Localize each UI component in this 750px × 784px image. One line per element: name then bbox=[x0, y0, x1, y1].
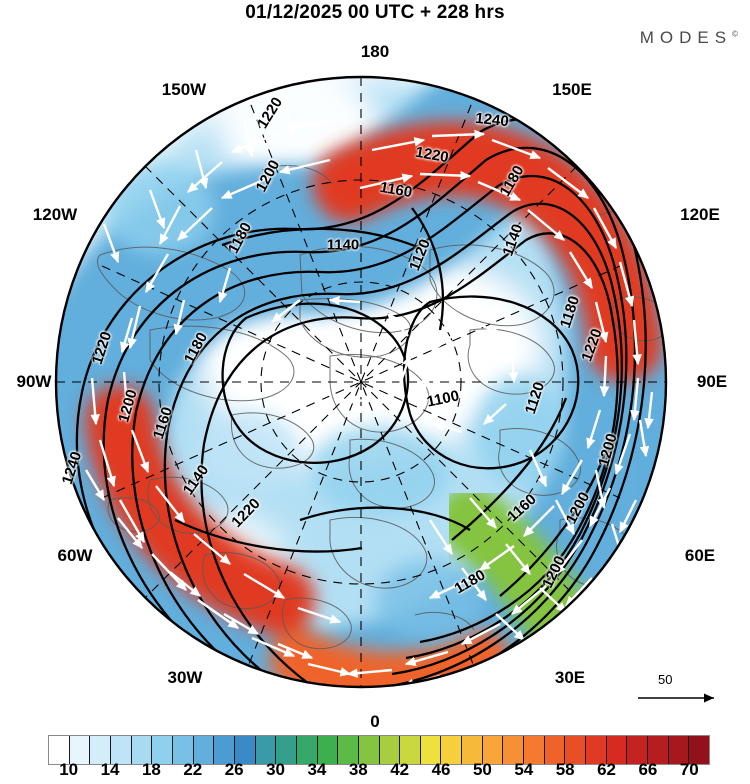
colorbar-cell bbox=[668, 736, 690, 764]
colorbar-tick: 54 bbox=[514, 760, 534, 779]
longitude-label: 150E bbox=[552, 80, 592, 99]
colorbar-tick: 26 bbox=[224, 760, 244, 779]
colorbar-cell bbox=[214, 736, 235, 764]
copyright-mark: © bbox=[732, 29, 738, 39]
longitude-label: 90W bbox=[16, 372, 52, 391]
colorbar-cell bbox=[462, 736, 483, 764]
longitude-label: 0 bbox=[370, 712, 380, 731]
colorbar-cell bbox=[565, 736, 587, 764]
colorbar-tick: 66 bbox=[638, 760, 658, 779]
longitude-label: 30E bbox=[554, 668, 586, 687]
colorbar-tick: 14 bbox=[100, 760, 120, 779]
wind-vectors bbox=[84, 99, 666, 687]
colorbar-tick: 46 bbox=[431, 760, 451, 779]
colorbar-tick: 62 bbox=[597, 760, 617, 779]
page-title: 01/12/2025 00 UTC + 228 hrs bbox=[245, 2, 505, 23]
colorbar-cell bbox=[69, 736, 91, 764]
colorbar-cell bbox=[627, 736, 649, 764]
colorbar-cell bbox=[172, 736, 194, 764]
contour-label: 1240 bbox=[474, 109, 510, 131]
globe-outline bbox=[54, 75, 668, 689]
colorbar-tick: 22 bbox=[183, 760, 203, 779]
vector-scale-arrow bbox=[638, 693, 714, 703]
longitude-label: 60W bbox=[57, 546, 93, 565]
colorbar-cell bbox=[338, 736, 359, 764]
colorbar-cell bbox=[503, 736, 525, 764]
modes-logo: MODES© bbox=[640, 28, 738, 48]
colorbar-tick: 30 bbox=[266, 760, 286, 779]
colorbar-cell bbox=[90, 736, 111, 764]
colorbar-cell bbox=[441, 736, 463, 764]
colorbar-cell bbox=[544, 736, 566, 764]
colorbar-cell bbox=[49, 736, 70, 764]
colorbar-tick: 50 bbox=[472, 760, 492, 779]
colorbar-cell bbox=[524, 736, 545, 764]
colorbar-cell bbox=[648, 736, 669, 764]
colorbar-cell bbox=[193, 736, 215, 764]
colorbar bbox=[48, 735, 710, 765]
colorbar-cell bbox=[379, 736, 401, 764]
colorbar-cell bbox=[152, 736, 173, 764]
colorbar-cell bbox=[482, 736, 504, 764]
colorbar-cell bbox=[296, 736, 318, 764]
colorbar-tick: 42 bbox=[390, 760, 410, 779]
colorbar-tick: 18 bbox=[141, 760, 161, 779]
longitude-label: 60E bbox=[684, 546, 716, 565]
colorbar-tick: 38 bbox=[348, 760, 368, 779]
colorbar-cell bbox=[606, 736, 628, 764]
colorbar-tick: 70 bbox=[679, 760, 699, 779]
longitude-label: 90E bbox=[696, 372, 728, 391]
polar-stereographic-map: 1220 1200 1180 1140 1120 1240 1220 1160 1180 1140… bbox=[16, 42, 736, 731]
longitude-label: 150W bbox=[161, 80, 207, 99]
colorbar-tick: 58 bbox=[555, 760, 575, 779]
colorbar-cell bbox=[276, 736, 297, 764]
colorbar-cell bbox=[358, 736, 380, 764]
colorbar-cell bbox=[131, 736, 153, 764]
longitude-label: 30W bbox=[167, 668, 203, 687]
colorbar-cell bbox=[420, 736, 442, 764]
colorbar-cell bbox=[586, 736, 607, 764]
brand-text: MODES bbox=[639, 28, 733, 47]
colorbar-cell bbox=[400, 736, 421, 764]
colorbar-tick: 34 bbox=[307, 760, 327, 779]
colorbar-cell bbox=[689, 736, 709, 764]
longitude-label: 180 bbox=[360, 42, 390, 61]
colorbar-tick-labels: 10 14 18 22 26 30 34 38 42 46 50 54 58 62 66 70 bbox=[0, 760, 750, 784]
vector-scale-value: 50 bbox=[658, 672, 673, 687]
colorbar-cell bbox=[317, 736, 339, 764]
map-canvas bbox=[54, 75, 668, 689]
colorbar-cell bbox=[234, 736, 256, 764]
contour-label: 1140 bbox=[326, 236, 360, 254]
colorbar-tick: 10 bbox=[59, 760, 79, 779]
longitude-label: 120W bbox=[32, 205, 78, 224]
colorbar-cell bbox=[110, 736, 132, 764]
longitude-label: 120E bbox=[680, 205, 720, 224]
vector-scale-legend: 50 bbox=[636, 672, 736, 712]
colorbar-cell bbox=[255, 736, 277, 764]
